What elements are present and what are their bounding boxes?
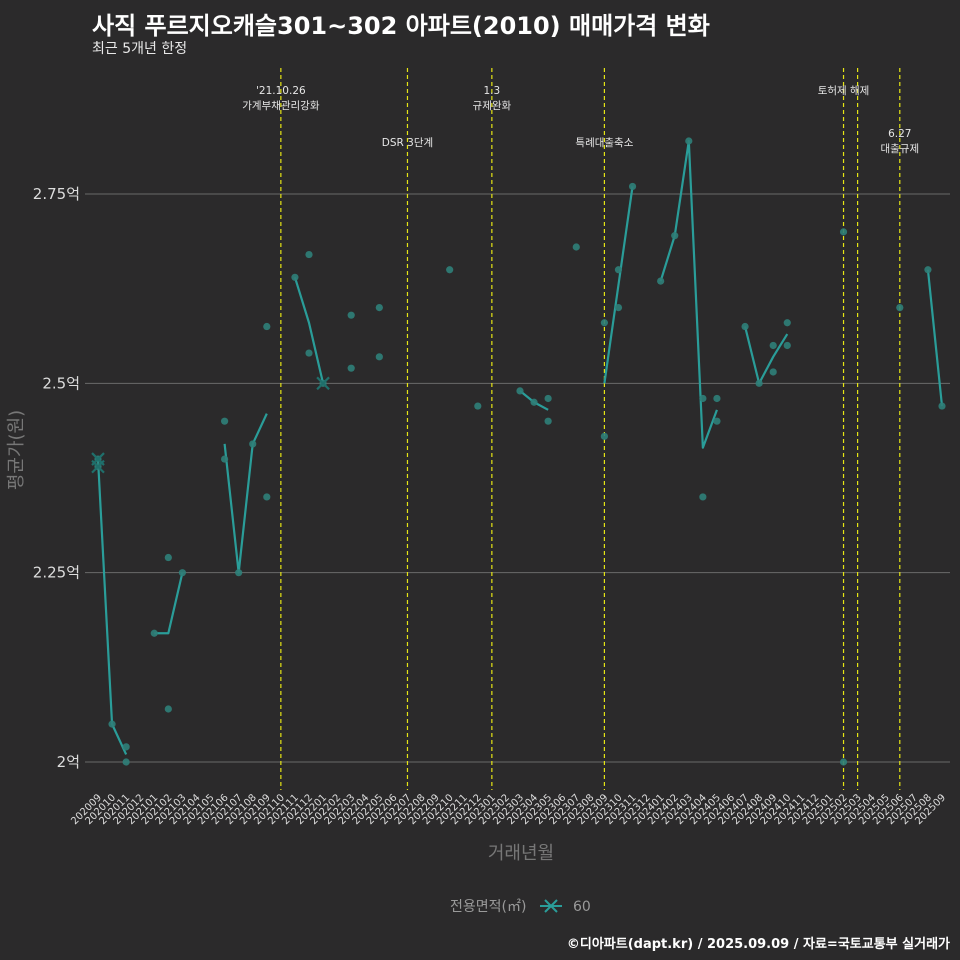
legend-title: 전용면적(㎡)	[450, 899, 526, 915]
series-line-segment	[743, 326, 789, 385]
transaction-point	[713, 417, 721, 425]
transaction-point	[769, 368, 777, 376]
transaction-point	[474, 402, 482, 410]
x-axis-title: 거래년월	[488, 843, 554, 864]
transaction-point	[600, 319, 609, 327]
legend-cross-icon	[544, 899, 558, 913]
transaction-point	[164, 705, 172, 713]
transaction-point	[699, 493, 707, 501]
event-annotation: 6.27	[888, 128, 911, 140]
transaction-point	[671, 232, 679, 240]
transaction-point	[839, 228, 848, 236]
source-caption: ©디아파트(dapt.kr) / 2025.09.09 / 자료=국토교통부 실…	[566, 937, 950, 952]
transaction-point	[544, 394, 552, 403]
transaction-point	[614, 304, 623, 312]
transaction-point	[685, 137, 693, 145]
transaction-point	[600, 432, 609, 440]
transaction-point	[221, 455, 229, 463]
transaction-point	[924, 266, 932, 274]
event-annotation: '21.10.26	[256, 85, 306, 97]
transaction-point	[305, 250, 313, 259]
transaction-point	[375, 353, 383, 361]
transaction-point	[291, 273, 299, 281]
transaction-point	[657, 277, 665, 285]
chart-subtitle: 최근 5개년 한정	[92, 41, 188, 57]
legend-item-60: 60	[573, 899, 591, 915]
series-line-segment	[154, 572, 184, 635]
event-annotation: DSR 3단계	[382, 137, 433, 149]
transaction-point	[221, 417, 229, 425]
transaction-point	[544, 417, 552, 425]
event-annotation: 규제완화	[473, 99, 512, 112]
transaction-point	[769, 341, 777, 350]
transaction-point	[235, 569, 243, 577]
legend: 전용면적(㎡) 60	[450, 899, 591, 915]
transaction-point	[263, 322, 271, 331]
transaction-point	[150, 629, 158, 637]
series-line-segment	[96, 459, 128, 755]
y-tick-label: 2.25억	[33, 564, 80, 582]
series-line-segment	[926, 269, 944, 407]
chart-title: 사직 푸르지오캐슬301~302 아파트(2010) 매매가격 변화	[92, 12, 710, 40]
y-tick-label: 2.5억	[42, 374, 80, 392]
event-annotation: 특례대출축소	[575, 137, 633, 149]
transaction-point	[122, 758, 130, 766]
event-annotation: 가계부채관리강화	[242, 100, 320, 112]
transaction-point	[699, 394, 707, 403]
transaction-point	[628, 182, 637, 191]
transaction-point	[713, 394, 721, 403]
transaction-point	[614, 266, 623, 274]
transaction-point	[516, 387, 524, 395]
transaction-point	[755, 379, 763, 387]
series-line-segment	[293, 276, 325, 384]
cross-marker	[316, 376, 330, 391]
transaction-point	[178, 569, 186, 577]
transaction-point	[839, 758, 848, 766]
cross-marker	[91, 459, 105, 474]
transaction-point	[249, 440, 257, 448]
transaction-point	[305, 349, 313, 357]
transaction-point	[896, 304, 904, 312]
transaction-point	[347, 364, 355, 372]
event-annotation: 대출규제	[880, 143, 919, 155]
y-tick-label: 2억	[57, 753, 80, 771]
transaction-point	[164, 553, 172, 562]
y-axis-title: 평균가(원)	[6, 410, 27, 490]
transaction-point	[572, 243, 580, 251]
transaction-point	[446, 266, 454, 274]
transaction-point	[530, 398, 538, 406]
transaction-point	[347, 311, 355, 319]
series-line-segment	[659, 139, 718, 449]
event-annotation: 토허제 해제	[818, 84, 870, 97]
transaction-point	[108, 720, 116, 728]
transaction-point	[741, 322, 749, 331]
transaction-point	[375, 304, 383, 312]
series-line-segment	[223, 413, 268, 574]
transaction-point	[783, 319, 791, 327]
event-annotation: 1.3	[484, 85, 501, 97]
series-line-segment	[603, 186, 634, 384]
transaction-point	[263, 493, 271, 501]
transaction-point	[122, 743, 130, 751]
transaction-point	[783, 341, 791, 350]
y-tick-label: 2.75억	[33, 185, 80, 203]
transaction-point	[938, 402, 946, 410]
